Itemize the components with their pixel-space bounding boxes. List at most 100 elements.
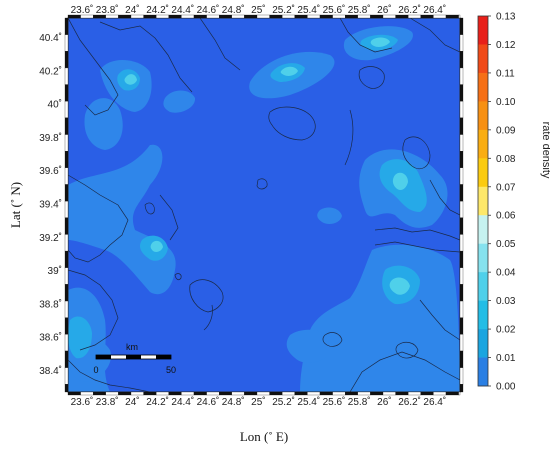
y-axis-title: Lat (˚ N) (8, 182, 23, 228)
lon-tick-label-bottom: 23.6˚ (71, 396, 94, 408)
border-segment-top (458, 14, 461, 19)
lon-tick-labels-top: 23.6˚ 23.8˚ 24˚ 24.2˚ 24.4˚ 24.6˚ 24.8˚ 25˚ 25.2… (71, 4, 447, 16)
lon-tick-label-top: 24.8˚ (222, 4, 245, 16)
lon-tick-label-top: 25.6˚ (323, 4, 346, 16)
lon-tick-label-top: 26˚ (377, 4, 391, 16)
border-segment-left (64, 300, 69, 318)
colorbar-label: 0.13 (496, 12, 516, 23)
border-segment-left (64, 167, 69, 185)
border-segment-left (64, 200, 69, 218)
border-segment-right (459, 17, 464, 35)
border-segment-left (64, 250, 69, 268)
colorbar-label: 0.03 (496, 296, 516, 307)
map-area (68, 18, 460, 392)
border-segment-bottom (231, 391, 245, 396)
lat-tick-label: 38.6˚ (39, 332, 62, 344)
colorbar-label: 0.05 (496, 239, 516, 250)
border-segment-bottom (156, 391, 169, 396)
border-segment-left (64, 367, 69, 385)
lat-tick-label: 39.4˚ (39, 199, 62, 211)
lon-tick-label-bottom: 26.2˚ (398, 396, 421, 408)
border-segment-bottom (168, 391, 182, 396)
border-segment-bottom (370, 391, 384, 396)
lon-tick-label-top: 26.2˚ (398, 4, 421, 16)
scale-bar-unit: km (126, 342, 138, 352)
lon-tick-label-top: 26.4˚ (423, 4, 446, 16)
lon-tick-label-bottom: 24.4˚ (171, 396, 194, 408)
border-segment-top (445, 14, 459, 19)
border-segment-right (459, 34, 464, 52)
lon-tick-label-bottom: 25.8˚ (348, 396, 371, 408)
colorbar-swatch (478, 16, 488, 45)
colorbar-swatch (478, 357, 488, 387)
border-segment-bottom (382, 391, 396, 396)
colorbar-swatch (478, 186, 488, 216)
colorbar-label: 0.09 (496, 125, 516, 136)
border-segment-left (64, 51, 69, 69)
border-segment-left (64, 317, 69, 335)
lon-tick-label-top: 25.4˚ (297, 4, 320, 16)
lat-tick-label: 38.8˚ (39, 298, 62, 310)
scale-bar-start: 0 (93, 365, 98, 375)
colorbar-label: 0.10 (496, 97, 516, 108)
lon-tick-label-top: 25.2˚ (272, 4, 295, 16)
border-segment-right (459, 117, 464, 135)
border-segment-right (459, 267, 464, 285)
border-segment-bottom (193, 391, 207, 396)
border-segment-bottom (206, 391, 220, 396)
lon-tick-label-bottom: 24.2˚ (146, 396, 169, 408)
colorbar-label: 0.02 (496, 325, 516, 336)
border-segment-right (459, 334, 464, 352)
lon-tick-label-bottom: 25.6˚ (323, 396, 346, 408)
border-segment-bottom (93, 391, 106, 396)
border-segment-left (64, 134, 69, 152)
colorbar-swatch (478, 329, 488, 358)
border-segment-bottom (395, 391, 409, 396)
colorbar-swatch (478, 272, 488, 301)
scale-bar: km 0 50 (93, 342, 176, 375)
border-segment-bottom (282, 391, 295, 396)
border-segment-bottom (143, 391, 157, 396)
border-segment-right (459, 367, 464, 385)
lon-tick-label-bottom: 23.8˚ (96, 396, 119, 408)
border-segment-bottom (319, 391, 333, 396)
border-segment-right (459, 67, 464, 85)
colorbar-swatch (478, 129, 488, 159)
border-segment-right (459, 151, 464, 168)
lon-tick-label-bottom: 26.4˚ (423, 396, 446, 408)
border-segment-right (459, 167, 464, 185)
border-segment-left (64, 17, 69, 35)
border-segment-right (459, 134, 464, 152)
border-segment-right (459, 284, 464, 302)
border-segment-bottom (244, 391, 258, 396)
border-segment-left (64, 151, 69, 168)
map-border-ticks (64, 14, 464, 396)
border-segment-bottom (181, 391, 195, 396)
border-segment-left (64, 267, 69, 285)
lon-tick-label-bottom: 25˚ (251, 396, 265, 408)
lat-tick-label: 39.6˚ (39, 165, 62, 177)
border-segment-bottom (345, 391, 358, 396)
colorbar: 0.13 0.12 0.11 0.10 0.09 0.08 0.07 0.06 0.05 0.04… (477, 12, 550, 393)
lon-tick-label-bottom: 24.6˚ (197, 396, 220, 408)
lon-tick-label-top: 25.8˚ (348, 4, 371, 16)
border-segment-left (64, 101, 69, 119)
colorbar-title: rate density (540, 122, 550, 179)
border-segment-left (64, 234, 69, 252)
border-segment-bottom (458, 391, 461, 396)
colorbar-swatch (478, 243, 488, 273)
lon-tick-label-bottom: 25.2˚ (272, 396, 295, 408)
border-segment-bottom (294, 391, 308, 396)
border-segment-left (64, 217, 69, 235)
colorbar-swatch (478, 72, 488, 102)
lon-tick-label-bottom: 26˚ (377, 396, 391, 408)
border-segment-bottom (118, 391, 132, 396)
lat-tick-label: 38.4˚ (39, 365, 62, 377)
border-segment-bottom (332, 391, 346, 396)
border-segment-bottom (67, 391, 81, 396)
colorbar-label: 0.12 (496, 40, 516, 51)
border-segment-left (64, 350, 69, 368)
scale-bar-end: 50 (166, 365, 176, 375)
coastlines (68, 18, 460, 392)
border-segment-left (64, 184, 69, 202)
